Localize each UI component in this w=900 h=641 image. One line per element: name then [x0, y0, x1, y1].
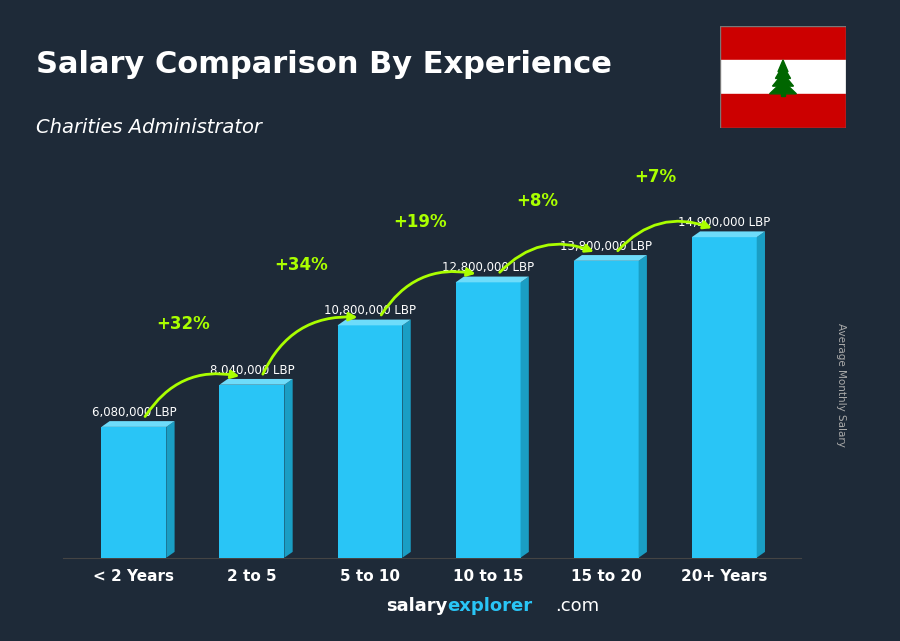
Polygon shape	[284, 379, 292, 558]
FancyBboxPatch shape	[573, 261, 639, 558]
Polygon shape	[757, 231, 765, 558]
Polygon shape	[772, 73, 794, 86]
Polygon shape	[639, 255, 647, 558]
Bar	[720, 94, 846, 128]
FancyBboxPatch shape	[692, 237, 757, 558]
FancyBboxPatch shape	[455, 282, 520, 558]
FancyBboxPatch shape	[338, 326, 402, 558]
Polygon shape	[220, 379, 292, 385]
Text: 13,800,000 LBP: 13,800,000 LBP	[560, 240, 652, 253]
Text: +8%: +8%	[517, 192, 559, 210]
Polygon shape	[776, 65, 790, 78]
Polygon shape	[338, 320, 410, 326]
Bar	[781, 91, 785, 96]
Polygon shape	[102, 421, 175, 427]
Text: 10,800,000 LBP: 10,800,000 LBP	[324, 304, 416, 317]
Text: +32%: +32%	[157, 315, 211, 333]
Text: salary: salary	[386, 597, 447, 615]
Text: Average Monthly Salary: Average Monthly Salary	[836, 322, 847, 447]
Polygon shape	[573, 255, 647, 261]
Text: 12,800,000 LBP: 12,800,000 LBP	[442, 262, 535, 274]
Polygon shape	[455, 276, 529, 282]
FancyBboxPatch shape	[220, 385, 284, 558]
Polygon shape	[520, 276, 529, 558]
Polygon shape	[402, 320, 410, 558]
Text: +19%: +19%	[392, 213, 446, 231]
Text: +7%: +7%	[634, 168, 677, 186]
Text: 8,040,000 LBP: 8,040,000 LBP	[210, 363, 294, 377]
Text: Salary Comparison By Experience: Salary Comparison By Experience	[36, 50, 612, 79]
Polygon shape	[692, 231, 765, 237]
Bar	[720, 60, 846, 94]
Bar	[720, 26, 846, 60]
Polygon shape	[778, 60, 788, 72]
Polygon shape	[166, 421, 175, 558]
Text: Charities Administrator: Charities Administrator	[36, 118, 262, 137]
Text: .com: .com	[555, 597, 599, 615]
Text: explorer: explorer	[447, 597, 533, 615]
Text: +34%: +34%	[274, 256, 328, 274]
Text: 14,900,000 LBP: 14,900,000 LBP	[678, 216, 770, 229]
Text: 6,080,000 LBP: 6,080,000 LBP	[92, 406, 176, 419]
Polygon shape	[770, 81, 796, 94]
FancyBboxPatch shape	[102, 427, 166, 558]
